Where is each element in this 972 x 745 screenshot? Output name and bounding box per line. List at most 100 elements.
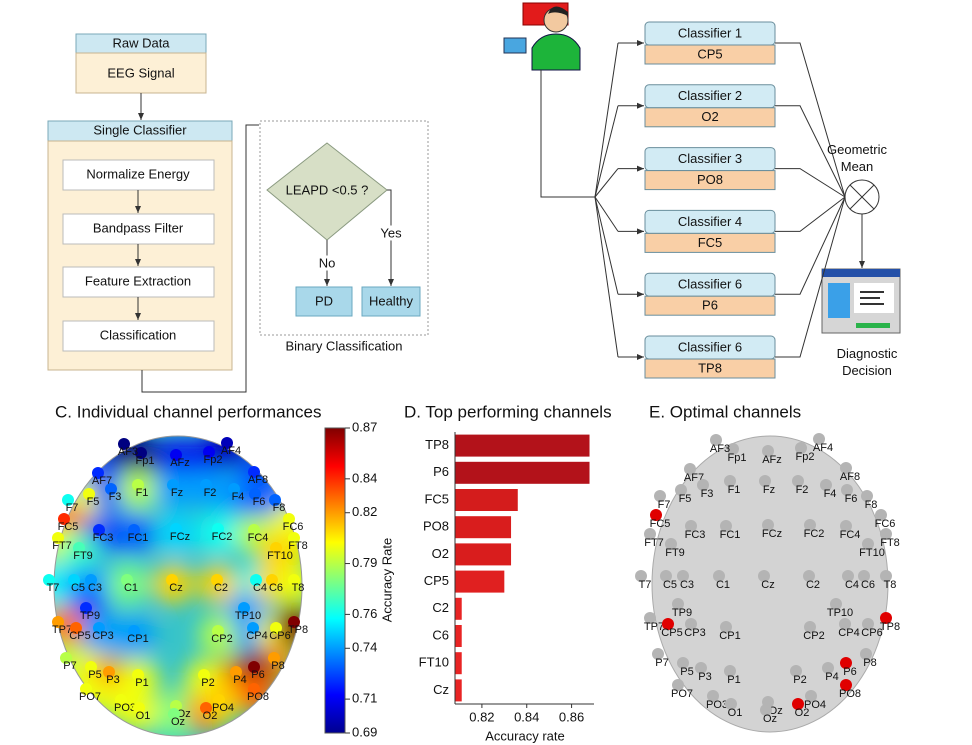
colorbar-tick-label: 0.74 (352, 640, 377, 655)
electrode-dot (635, 570, 647, 582)
electrode-label: Cz (169, 582, 182, 594)
y-tick-label: FT10 (419, 655, 449, 670)
electrode-label: P8 (863, 657, 876, 669)
electrode-dot (654, 490, 666, 502)
panel-title: C. Individual channel performances (55, 402, 321, 421)
electrode-dot (133, 702, 145, 714)
step-label: Feature Extraction (85, 273, 191, 288)
electrode-label: C2 (214, 582, 228, 594)
electrode-dot (105, 483, 117, 495)
electrode-label: PO3 (706, 699, 728, 711)
display-icon (828, 283, 850, 318)
electrode-dot (118, 438, 130, 450)
electrode-dot (804, 519, 816, 531)
connector (594, 42, 619, 198)
bar (455, 489, 518, 511)
electrode-label: AFz (170, 457, 190, 469)
electrode-dot (790, 665, 802, 677)
electrode-dot (880, 528, 892, 540)
electrode-dot (58, 513, 70, 525)
box-title: Single Classifier (93, 122, 187, 137)
electrode-dot (103, 666, 115, 678)
branch-bg: No (319, 255, 336, 270)
electrode-label: PO8 (839, 688, 861, 700)
electrode-dot (70, 622, 82, 634)
electrode-dot (652, 648, 664, 660)
electrode-label: C3 (88, 582, 102, 594)
electrode-dot (93, 524, 105, 536)
electrode-label: FC4 (248, 532, 269, 544)
electrode-label: O1 (136, 710, 151, 722)
electrode-dot (804, 621, 816, 633)
electrode-dot (760, 704, 772, 716)
electrode-label: F6 (253, 496, 266, 508)
connector (775, 196, 846, 358)
electrode-label: P5 (680, 666, 693, 678)
electrode-dot (92, 467, 104, 479)
electrode-label: C4 (253, 582, 267, 594)
electrode-dot (85, 661, 97, 673)
electrode-dot (128, 625, 140, 637)
electrode-label: FT8 (880, 537, 900, 549)
electrode-dot (795, 442, 807, 454)
outcome-box (361, 286, 421, 317)
electrode-label: CP1 (127, 633, 148, 645)
electrode-label: TP7 (52, 624, 72, 636)
y-tick-label: O2 (432, 546, 449, 561)
electrode-label: CP6 (269, 630, 290, 642)
electrode-label: FCz (170, 531, 190, 543)
step-label: Bandpass Filter (93, 220, 184, 235)
step-label: Classification (100, 327, 177, 342)
electrode-dot (221, 437, 233, 449)
classifier-body (644, 232, 776, 253)
electrode-dot (862, 618, 874, 630)
display-icon (856, 323, 890, 328)
electrode-label: FT9 (665, 547, 685, 559)
dashed-box (259, 120, 429, 336)
electrode-label: F8 (865, 499, 878, 511)
electrode-label: AF4 (221, 445, 241, 457)
electrode-label: FC1 (720, 529, 741, 541)
electrode-dot (288, 574, 300, 586)
connector (594, 168, 619, 198)
electrode-dot (268, 652, 280, 664)
bar (455, 461, 590, 484)
electrode-label: F2 (204, 487, 217, 499)
electrode-dot (644, 612, 656, 624)
electrode-label: C6 (861, 579, 875, 591)
electrode-label: O2 (795, 707, 810, 719)
combiner-label: Geometric Mean (827, 142, 887, 174)
box-title: Raw Data (112, 35, 170, 50)
electrode-dot (672, 598, 684, 610)
classifier-channel: CP5 (697, 46, 722, 61)
classifier-name: Classifier 6 (678, 339, 742, 354)
colorbar (324, 427, 346, 734)
panel-title: D. Top performing channels (404, 402, 612, 421)
electrode-label: CP6 (861, 627, 882, 639)
classifier-body (644, 44, 776, 65)
box (75, 52, 207, 94)
electrode-dot (170, 523, 182, 535)
electrode-label: FC2 (212, 531, 233, 543)
electrode-label: TP9 (80, 610, 100, 622)
classifier-body (644, 107, 776, 128)
y-tick-label: C6 (432, 627, 449, 642)
electrode-dot (822, 662, 834, 674)
connector (775, 42, 846, 198)
electrode-dot (228, 483, 240, 495)
electrode-dot (212, 625, 224, 637)
electrode-label: Fp2 (796, 451, 815, 463)
electrode-dot (270, 542, 282, 554)
electrode-dot (132, 479, 144, 491)
electrode-label: P3 (698, 671, 711, 683)
classifier-name: Classifier 6 (678, 277, 742, 292)
electrode-label: CP1 (719, 630, 740, 642)
classifier-body (644, 170, 776, 191)
head-outline (53, 435, 303, 737)
electrode-label: F8 (273, 502, 286, 514)
electrode-dot (720, 520, 732, 532)
electrode-label: CP2 (211, 633, 232, 645)
electrode-label: PO3 (114, 702, 136, 714)
electrode-label: F4 (824, 488, 837, 500)
